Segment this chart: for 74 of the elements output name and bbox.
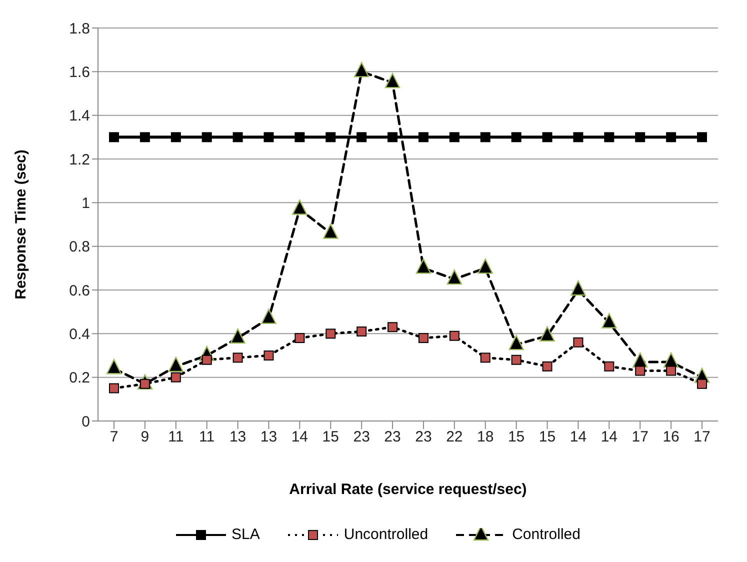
x-tick-label: 15 [322, 428, 339, 446]
point [635, 366, 646, 376]
point [666, 132, 676, 142]
x-tick-label: 17 [632, 428, 648, 446]
point [511, 354, 522, 365]
y-tick-label: 1.2 [69, 151, 90, 168]
point [356, 132, 367, 142]
point [449, 132, 460, 142]
point [232, 352, 243, 363]
legend-label: Uncontrolled [344, 526, 428, 543]
y-tick-label: 0.8 [69, 238, 90, 256]
x-tick-label: 14 [291, 428, 308, 446]
y-tick-label: 1.6 [69, 64, 90, 81]
point [573, 337, 584, 348]
point [202, 354, 212, 365]
x-tick-label: 15 [538, 428, 556, 446]
point [666, 366, 676, 376]
point [294, 132, 305, 142]
point [604, 132, 614, 142]
y-tick-label: 0.6 [69, 282, 90, 300]
point [388, 322, 398, 332]
point [542, 132, 552, 142]
y-tick-label: 0.2 [69, 370, 90, 387]
point [697, 378, 707, 389]
x-tick-label: 23 [353, 428, 370, 446]
point [356, 326, 367, 336]
x-tick-label: 23 [384, 428, 401, 446]
point [388, 132, 398, 142]
point [573, 132, 584, 142]
point [542, 361, 552, 372]
point [109, 383, 119, 394]
x-tick-label: 7 [110, 428, 118, 446]
x-tick-label: 18 [477, 428, 494, 446]
x-tick-label: 22 [446, 428, 463, 446]
point [635, 132, 646, 142]
legend-label: Controlled [512, 526, 580, 543]
x-tick-label: 14 [600, 428, 618, 446]
x-tick-label: 13 [260, 428, 278, 446]
point [418, 333, 428, 344]
x-tick-label: 11 [168, 428, 184, 446]
y-tick-label: 1.8 [69, 20, 90, 38]
point [140, 132, 150, 142]
point [326, 328, 336, 339]
x-tick-label: 16 [662, 428, 680, 446]
y-tick-label: 0 [82, 413, 90, 430]
legend-label: SLA [232, 526, 260, 543]
x-tick-label: 14 [570, 428, 587, 446]
x-tick-label: 15 [508, 428, 525, 446]
point [418, 132, 428, 142]
x-tick-label: 23 [415, 428, 432, 446]
point [264, 132, 274, 142]
point [604, 361, 614, 372]
point [264, 350, 274, 360]
x-tick-label: 17 [694, 428, 710, 446]
x-tick-label: 9 [140, 428, 150, 446]
x-tick-label: 11 [199, 428, 215, 446]
point [202, 132, 212, 142]
point [480, 132, 490, 142]
x-axis-title: Arrival Rate (service request/sec) [289, 481, 527, 498]
point [449, 330, 460, 341]
point [170, 372, 181, 382]
point [232, 132, 243, 142]
point [109, 132, 119, 142]
point [511, 132, 522, 142]
y-tick-label: 1 [82, 194, 90, 212]
point [697, 132, 707, 142]
point [480, 352, 490, 363]
point [326, 132, 336, 142]
y-tick-label: 0.4 [69, 326, 90, 343]
y-tick-label: 1.4 [69, 108, 90, 125]
point [294, 333, 305, 344]
x-tick-label: 13 [229, 428, 246, 446]
y-axis-title: Response Time (sec) [12, 150, 30, 300]
point [170, 132, 181, 142]
